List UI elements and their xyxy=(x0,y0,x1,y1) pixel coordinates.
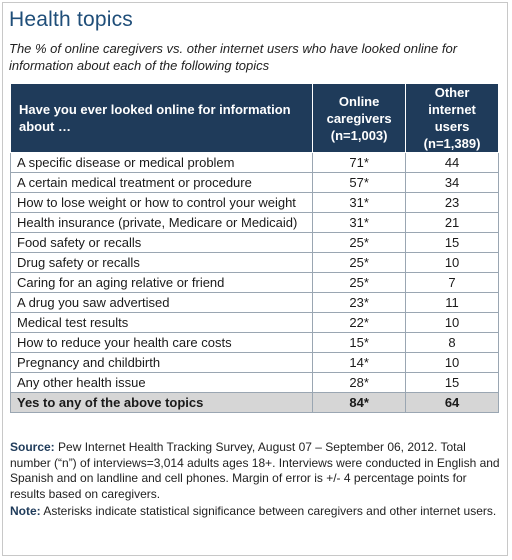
others-value-cell: 8 xyxy=(405,332,499,353)
table-row: Health insurance (private, Medicare or M… xyxy=(9,212,499,233)
table-row: A specific disease or medical problem 71*… xyxy=(9,152,499,173)
caregivers-value-cell: 25* xyxy=(312,232,407,253)
caregivers-value-cell: 22* xyxy=(312,312,407,333)
topic-cell: Health insurance (private, Medicare or M… xyxy=(9,212,314,233)
others-value-cell: 15 xyxy=(405,232,499,253)
table-row: Pregnancy and childbirth 14* 10 xyxy=(9,352,499,373)
table-row: A certain medical treatment or procedure… xyxy=(9,172,499,193)
column-header-caregivers-line: (n=1,003) xyxy=(330,127,388,143)
column-header-caregivers-line: Online xyxy=(338,93,380,109)
column-header-caregivers-line: caregivers xyxy=(326,110,392,126)
caregivers-value-cell: 57* xyxy=(312,172,407,193)
caregivers-value-cell: 25* xyxy=(312,272,407,293)
others-value-cell: 10 xyxy=(405,252,499,273)
column-header-question-line: Have you ever looked online for informat… xyxy=(19,102,291,117)
topic-cell: Drug safety or recalls xyxy=(9,252,314,273)
others-value-cell: 10 xyxy=(405,352,499,373)
caregivers-value-cell: 31* xyxy=(312,212,407,233)
column-header-caregivers: Online caregivers (n=1,003) xyxy=(312,83,407,153)
others-value-cell: 15 xyxy=(405,372,499,393)
others-value-cell: 23 xyxy=(405,192,499,213)
table-header-row: Have you ever looked online for informat… xyxy=(9,83,499,153)
caregivers-value-cell: 28* xyxy=(312,372,407,393)
table-row: How to reduce your health care costs 15* 8 xyxy=(9,332,499,353)
others-value-cell: 10 xyxy=(405,312,499,333)
source-text: Pew Internet Health Tracking Survey, Aug… xyxy=(10,440,500,501)
table-row: Medical test results 22* 10 xyxy=(9,312,499,333)
data-table: Have you ever looked online for informat… xyxy=(9,83,499,413)
source-label: Source: xyxy=(10,440,55,454)
others-value-cell: 11 xyxy=(405,292,499,313)
topic-cell: A specific disease or medical problem xyxy=(9,152,314,173)
column-header-others-line: Other xyxy=(434,85,470,100)
caregivers-value-cell: 31* xyxy=(312,192,407,213)
table-row: Any other health issue 28* 15 xyxy=(9,372,499,393)
significance-note: Note: Asterisks indicate statistical sig… xyxy=(10,504,504,520)
topic-cell: A drug you saw advertised xyxy=(9,292,314,313)
table-row: Food safety or recalls 25* 15 xyxy=(9,232,499,253)
total-others-cell: 64 xyxy=(405,392,499,413)
column-header-others-line: internet xyxy=(428,102,476,117)
topic-cell: How to reduce your health care costs xyxy=(9,332,314,353)
total-caregivers-cell: 84* xyxy=(312,392,407,413)
column-header-others-line: (n=1,389) xyxy=(423,136,481,151)
table-row: Drug safety or recalls 25* 10 xyxy=(9,252,499,273)
caregivers-value-cell: 15* xyxy=(312,332,407,353)
caregivers-value-cell: 71* xyxy=(312,152,407,173)
figure-frame xyxy=(2,2,508,556)
topic-cell: Medical test results xyxy=(9,312,314,333)
note-label: Note: xyxy=(10,504,41,518)
others-value-cell: 7 xyxy=(405,272,499,293)
table-row-total: Yes to any of the above topics 84* 64 xyxy=(9,392,499,413)
topic-cell: Food safety or recalls xyxy=(9,232,314,253)
topic-cell: Pregnancy and childbirth xyxy=(9,352,314,373)
topic-cell: A certain medical treatment or procedure xyxy=(9,172,314,193)
note-text: Asterisks indicate statistical significa… xyxy=(43,504,497,518)
others-value-cell: 44 xyxy=(405,152,499,173)
topic-cell: Any other health issue xyxy=(9,372,314,393)
column-header-others-line: users xyxy=(434,119,470,134)
caregivers-value-cell: 23* xyxy=(312,292,407,313)
chart-subtitle: The % of online caregivers vs. other int… xyxy=(9,41,458,73)
column-header-question-line: about … xyxy=(19,119,71,134)
topic-cell: Caring for an aging relative or friend xyxy=(9,272,314,293)
total-topic-cell: Yes to any of the above topics xyxy=(9,392,314,413)
table-row: How to lose weight or how to control you… xyxy=(9,192,499,213)
table-body: A specific disease or medical problem 71*… xyxy=(9,152,499,413)
caregivers-value-cell: 25* xyxy=(312,252,407,273)
table-row: A drug you saw advertised 23* 11 xyxy=(9,292,499,313)
column-header-question: Have you ever looked online for informat… xyxy=(9,83,314,153)
others-value-cell: 34 xyxy=(405,172,499,193)
table-row: Caring for an aging relative or friend 25… xyxy=(9,272,499,293)
footnotes: Source: Pew Internet Health Tracking Sur… xyxy=(10,440,504,520)
source-note: Source: Pew Internet Health Tracking Sur… xyxy=(10,440,504,502)
topic-cell: How to lose weight or how to control you… xyxy=(9,192,314,213)
chart-title: Health topics xyxy=(9,8,133,31)
caregivers-value-cell: 14* xyxy=(312,352,407,373)
column-header-others: Other internet users (n=1,389) xyxy=(405,83,499,153)
others-value-cell: 21 xyxy=(405,212,499,233)
